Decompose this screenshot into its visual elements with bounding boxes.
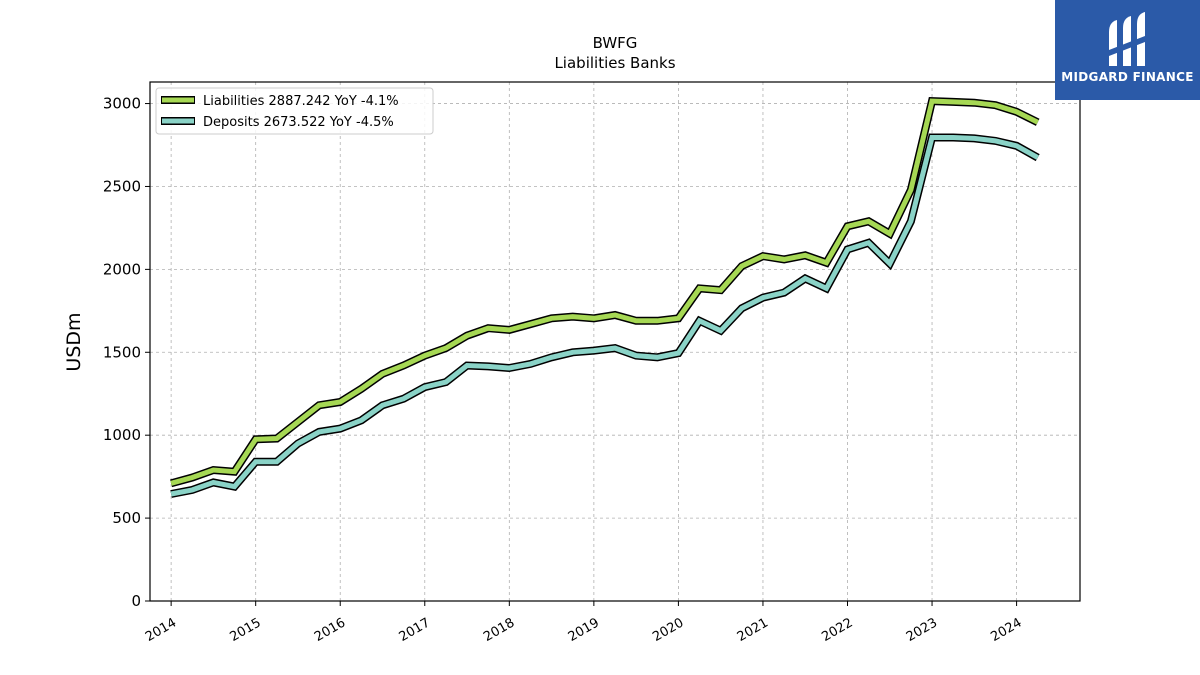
y-tick-label: 500 <box>112 509 141 527</box>
legend-box <box>155 87 434 135</box>
grid <box>150 82 1080 602</box>
series-lines <box>170 96 1040 498</box>
x-tick-label: 2021 <box>735 615 771 645</box>
chart-title: BWFG <box>593 34 638 52</box>
y-axis: 0 500 1000 1500 2000 2500 3000 <box>103 95 150 610</box>
y-tick-label: 2500 <box>103 177 141 195</box>
legend: Liabilities 2887.242 YoY -4.1% Deposits 2… <box>155 87 434 135</box>
x-tick-label: 2017 <box>397 615 433 645</box>
x-tick-label: 2020 <box>650 615 686 645</box>
y-tick-label: 1000 <box>103 426 141 444</box>
brand-logo: MIDGARD FINANCE <box>1055 0 1200 100</box>
series-liabilities <box>170 96 1040 488</box>
plot-frame <box>149 81 1081 602</box>
x-axis: 2014 2015 2016 2017 2018 2019 2020 2021 2022 2023… <box>143 601 1025 645</box>
y-tick-label: 2000 <box>103 260 141 278</box>
series-line <box>170 98 1039 486</box>
legend-entry-deposits: Deposits 2673.522 YoY -4.5% <box>203 115 394 130</box>
y-tick-label: 3000 <box>103 95 141 113</box>
x-tick-label: 2014 <box>143 615 179 645</box>
x-tick-label: 2018 <box>481 615 517 645</box>
y-tick-label: 1500 <box>103 343 141 361</box>
x-tick-label: 2023 <box>904 615 940 645</box>
midgard-logo-mark-icon <box>1109 12 1145 66</box>
series-deposits <box>170 133 1040 498</box>
y-axis-label: USDm <box>63 312 85 371</box>
series-line <box>170 135 1039 497</box>
series-line-outline <box>170 96 1040 488</box>
brand-name: MIDGARD FINANCE <box>1061 70 1194 84</box>
x-tick-label: 2015 <box>228 615 264 645</box>
x-tick-label: 2024 <box>988 615 1024 645</box>
legend-entry-liabilities: Liabilities 2887.242 YoY -4.1% <box>203 94 399 109</box>
y-tick-label: 0 <box>131 592 141 610</box>
chart-subtitle: Liabilities Banks <box>554 54 675 72</box>
x-tick-label: 2022 <box>819 615 855 645</box>
x-tick-label: 2019 <box>566 615 602 645</box>
x-tick-label: 2016 <box>312 615 348 645</box>
